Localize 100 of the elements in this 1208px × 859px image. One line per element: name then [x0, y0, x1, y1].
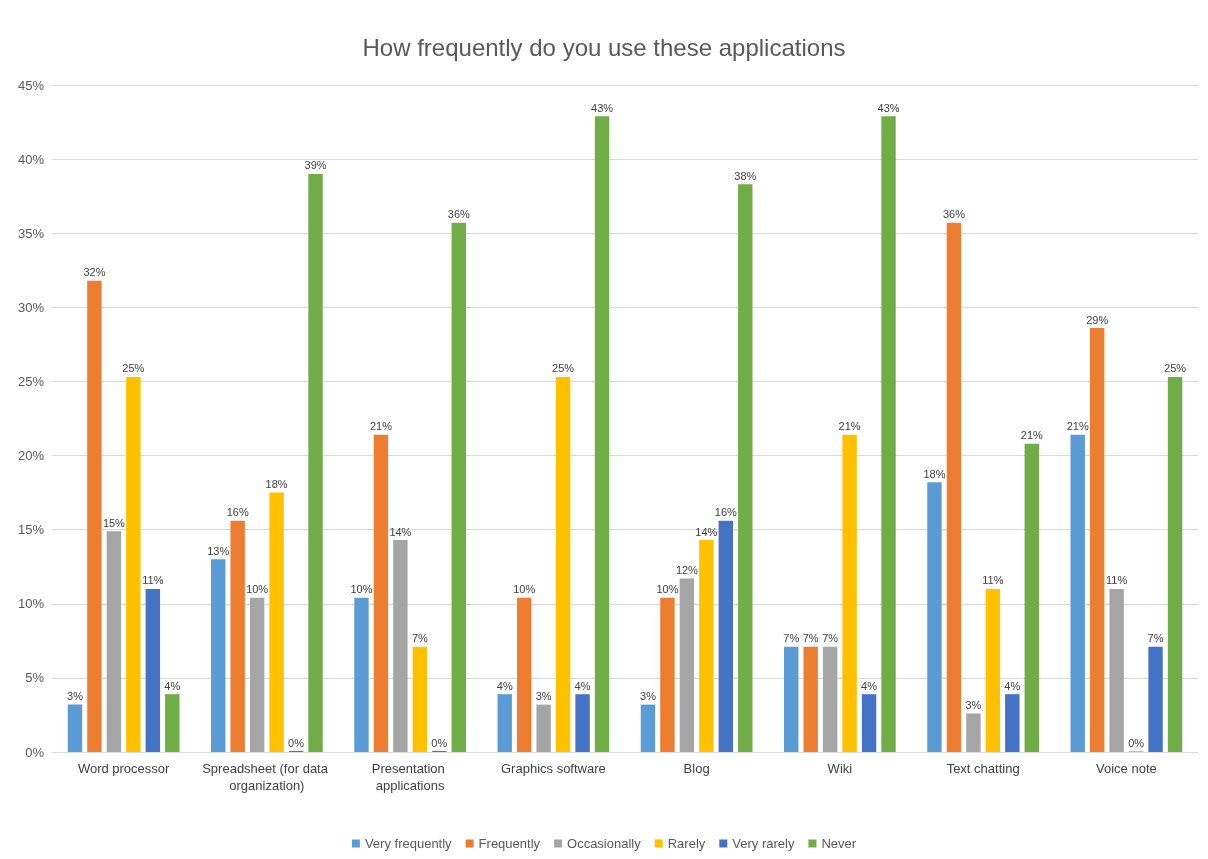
x-tick-label: Graphics software — [500, 761, 606, 776]
data-label: 0% — [1128, 736, 1145, 749]
x-tick-label: Word processor — [77, 761, 171, 776]
data-label: 11% — [1106, 574, 1128, 587]
data-label: 4% — [496, 679, 513, 692]
data-label: 43% — [591, 101, 614, 114]
data-label: 21% — [1066, 420, 1089, 433]
bar — [822, 646, 838, 752]
bar — [211, 559, 226, 752]
bar — [308, 173, 323, 752]
y-tick-label: 40% — [17, 151, 45, 167]
data-label: 18% — [265, 478, 288, 491]
bar — [966, 713, 981, 752]
bar — [803, 646, 818, 752]
data-label: 4% — [164, 679, 181, 692]
data-label: 14% — [695, 525, 718, 538]
data-label: 7% — [411, 632, 429, 645]
bar — [87, 280, 102, 752]
bar — [738, 184, 753, 752]
x-tick-label: Wiki — [827, 761, 853, 776]
bar — [67, 704, 83, 752]
legend-label: Very frequently — [364, 836, 453, 851]
data-label: 11% — [982, 574, 1004, 587]
legend-label: Occasionally — [567, 836, 642, 851]
data-label: 0% — [288, 736, 305, 749]
data-label: 11% — [142, 574, 164, 587]
data-label: 21% — [838, 420, 861, 433]
legend-label: Rarely — [667, 836, 706, 851]
data-label: 14% — [389, 525, 412, 538]
bar — [1024, 443, 1039, 752]
bar — [861, 694, 877, 752]
bar — [354, 597, 369, 752]
bar — [1070, 434, 1085, 752]
bar — [1005, 694, 1020, 752]
bar — [412, 646, 428, 752]
bar — [516, 597, 532, 752]
bar — [946, 222, 962, 752]
data-label: 25% — [1164, 362, 1187, 375]
y-tick-label: 30% — [17, 299, 45, 315]
x-tick-label: Text chatting — [946, 761, 1020, 776]
bar — [718, 520, 734, 752]
bar — [660, 597, 675, 752]
bar — [1148, 646, 1163, 752]
bar — [594, 116, 610, 752]
data-label: 7% — [802, 632, 819, 645]
data-label: 4% — [574, 679, 591, 692]
data-label: 25% — [552, 362, 575, 375]
data-label: 4% — [861, 679, 878, 692]
y-tick-label: 45% — [17, 77, 45, 93]
data-label: 7% — [822, 632, 839, 645]
data-label: 3% — [965, 698, 982, 711]
bar — [1109, 588, 1124, 752]
data-label: 3% — [67, 690, 84, 703]
bar — [126, 377, 141, 752]
bar — [393, 540, 408, 752]
data-label: 21% — [369, 420, 393, 433]
data-label: 10% — [513, 583, 536, 596]
legend-label: Very rarely — [732, 836, 795, 851]
bar — [249, 597, 265, 752]
bar — [1089, 328, 1105, 752]
data-label: 36% — [447, 208, 470, 221]
bar — [640, 704, 656, 752]
bar — [451, 222, 466, 752]
y-tick-label: 15% — [17, 522, 45, 538]
x-tick-label: Blog — [683, 761, 710, 776]
data-label: 18% — [923, 467, 946, 480]
bar — [881, 116, 896, 752]
data-label: 29% — [1086, 313, 1109, 326]
bar — [145, 588, 161, 752]
data-label: 10% — [656, 583, 679, 596]
data-label: 15% — [102, 516, 126, 529]
y-tick-label: 20% — [17, 448, 45, 464]
legend-label: Frequently — [478, 836, 541, 851]
data-label: 43% — [877, 101, 900, 114]
bar — [536, 704, 551, 752]
y-tick-label: 5% — [25, 670, 45, 686]
bar — [842, 434, 857, 752]
data-label: 21% — [1020, 429, 1043, 442]
bar — [985, 588, 1001, 752]
data-label: 36% — [942, 208, 966, 221]
bar — [575, 694, 590, 752]
data-label: 3% — [640, 690, 657, 703]
bar — [373, 434, 389, 752]
bar — [1167, 377, 1183, 752]
data-label: 39% — [304, 159, 327, 172]
y-tick-label: 35% — [17, 225, 45, 241]
data-label: 7% — [783, 632, 800, 645]
data-label: 10% — [246, 583, 269, 596]
bar — [679, 578, 695, 752]
data-label: 3% — [535, 690, 552, 703]
legend-label: Never — [821, 836, 857, 851]
bar — [699, 540, 714, 752]
bar — [784, 646, 799, 752]
x-tick-label: Presentation applications — [371, 761, 449, 793]
y-tick-label: 0% — [25, 744, 45, 760]
data-label: 32% — [83, 266, 106, 279]
data-label: 12% — [675, 564, 699, 577]
bar — [165, 694, 180, 752]
x-tick-label: Spreadsheet (for data organization) — [202, 761, 332, 793]
data-label: 4% — [1004, 679, 1021, 692]
